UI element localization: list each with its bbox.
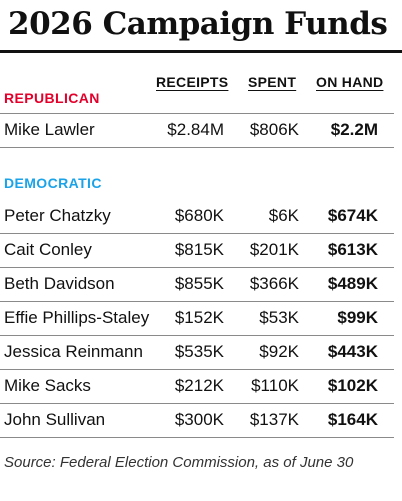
table-row: Cait Conley $815K $201K $613K <box>0 233 394 267</box>
column-header-on-hand: ON HAND <box>316 74 384 90</box>
on-hand-value: $443K <box>327 342 378 361</box>
candidate-name: Mike Lawler <box>4 120 95 139</box>
candidate-name: Jessica Reinmann <box>4 342 143 361</box>
party-label-democratic: DEMOCRATIC <box>4 175 102 191</box>
spent-value: $366K <box>249 274 299 293</box>
row-divider <box>0 113 394 114</box>
row-divider <box>0 403 394 404</box>
spent-value: $92K <box>259 342 299 361</box>
on-hand-value: $674K <box>327 206 378 225</box>
row-divider <box>0 301 394 302</box>
receipts-value: $855K <box>174 274 224 293</box>
title-rule <box>0 50 402 53</box>
on-hand-value: $99K <box>337 308 378 327</box>
receipts-value: $300K <box>174 410 224 429</box>
row-divider <box>0 369 394 370</box>
row-divider <box>0 147 394 148</box>
column-header-receipts: RECEIPTS <box>156 74 229 90</box>
candidate-name: Effie Phillips-Staley <box>4 308 150 327</box>
candidate-name: John Sullivan <box>4 410 106 429</box>
party-label-republican: REPUBLICAN <box>4 90 100 106</box>
table-row: Beth Davidson $855K $366K $489K <box>0 267 394 301</box>
on-hand-value: $489K <box>327 274 378 293</box>
candidate-name: Beth Davidson <box>4 274 115 293</box>
table-row: Jessica Reinmann $535K $92K $443K <box>0 335 394 369</box>
candidate-name: Mike Sacks <box>4 376 91 395</box>
table-row: Peter Chatzky $680K $6K $674K <box>0 199 394 233</box>
column-header-spent: SPENT <box>248 74 297 90</box>
source-note: Source: Federal Election Commission, as … <box>4 454 354 471</box>
spent-value: $201K <box>249 240 299 259</box>
on-hand-value: $613K <box>327 240 378 259</box>
spent-value: $137K <box>249 410 299 429</box>
receipts-value: $152K <box>174 308 224 327</box>
receipts-value: $680K <box>174 206 224 225</box>
row-divider <box>0 233 394 234</box>
candidate-name: Peter Chatzky <box>4 206 111 225</box>
table-row: John Sullivan $300K $137K $164K <box>0 403 394 437</box>
on-hand-value: $2.2M <box>330 120 378 139</box>
on-hand-value: $102K <box>327 376 378 395</box>
row-divider <box>0 335 394 336</box>
receipts-value: $535K <box>174 342 224 361</box>
spent-value: $110K <box>251 376 299 395</box>
page-title: 2026 Campaign Funds <box>8 6 388 42</box>
spent-value: $6K <box>268 206 299 225</box>
table-row: Mike Lawler $2.84M $806K $2.2M <box>0 113 394 147</box>
table-row: Effie Phillips-Staley $152K $53K $99K <box>0 301 394 335</box>
receipts-value: $815K <box>174 240 224 259</box>
receipts-value: $212K <box>174 376 224 395</box>
row-divider <box>0 437 394 438</box>
receipts-value: $2.84M <box>167 120 224 139</box>
spent-value: $53K <box>259 308 299 327</box>
on-hand-value: $164K <box>327 410 378 429</box>
candidate-name: Cait Conley <box>4 240 92 259</box>
table-row: Mike Sacks $212K $110K $102K <box>0 369 394 403</box>
row-divider <box>0 267 394 268</box>
spent-value: $806K <box>249 120 299 139</box>
